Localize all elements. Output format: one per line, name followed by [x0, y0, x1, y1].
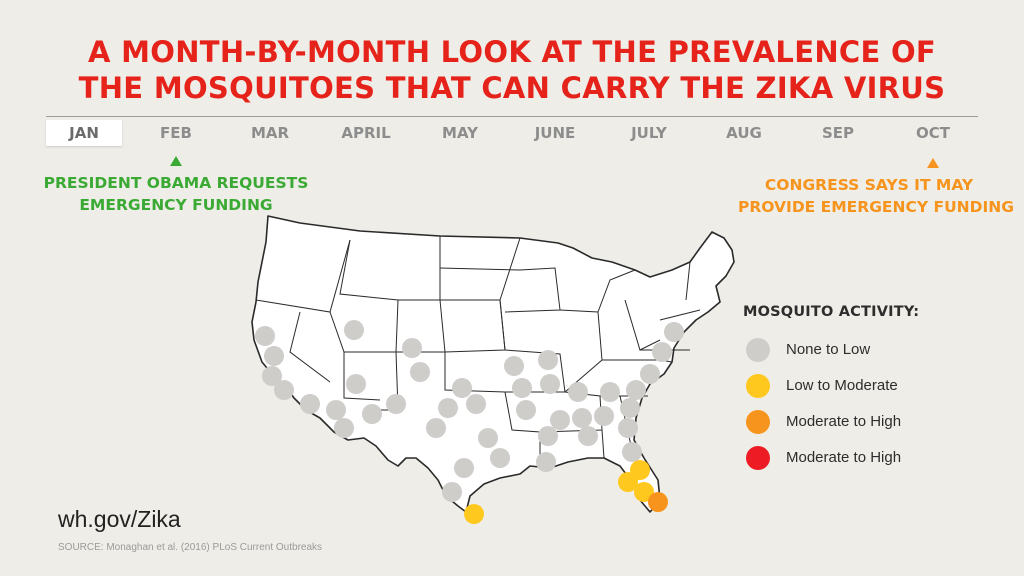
dot-none-low: [600, 382, 620, 402]
dot-none-low: [504, 356, 524, 376]
dot-none-low: [640, 364, 660, 384]
dot-none-low: [262, 366, 282, 386]
dot-none-low: [516, 400, 536, 420]
dot-none-low: [452, 378, 472, 398]
source-citation: SOURCE: Monaghan et al. (2016) PLoS Curr…: [58, 542, 323, 553]
month-tab-mar[interactable]: MAR: [250, 124, 290, 142]
title-line-1: A MONTH-BY-MONTH LOOK AT THE PREVALENCE …: [87, 35, 937, 69]
month-timeline: JAN FEB MAR APRIL MAY JUNE JULY AUG SEP …: [0, 120, 1024, 150]
dot-low-moderate: [464, 504, 484, 524]
month-tab-june[interactable]: JUNE: [534, 124, 576, 142]
month-tab-may[interactable]: MAY: [442, 124, 478, 142]
dot-none-low: [538, 350, 558, 370]
dot-low-moderate: [634, 482, 654, 502]
dot-none-low: [512, 378, 532, 398]
oct-event-note: CONGRESS SAYS IT MAY PROVIDE EMERGENCY F…: [738, 174, 1014, 218]
us-outline: [251, 215, 735, 513]
month-tab-april[interactable]: APRIL: [341, 124, 391, 142]
dot-none-low: [568, 382, 588, 402]
legend-label: Moderate to High: [786, 449, 902, 466]
legend-label: Low to Moderate: [786, 377, 898, 394]
dot-none-low: [410, 362, 430, 382]
dot-none-low: [426, 418, 446, 438]
dot-none-low: [652, 342, 672, 362]
oct-event-line-2: PROVIDE EMERGENCY FUNDING: [738, 198, 1014, 216]
dot-none-low: [454, 458, 474, 478]
feb-event-line-2: EMERGENCY FUNDING: [79, 196, 273, 214]
legend-title: MOSQUITO ACTIVITY:: [743, 304, 920, 320]
legend-dot-icon: [746, 338, 770, 362]
dot-none-low: [618, 418, 638, 438]
legend-label: None to Low: [786, 341, 871, 358]
dot-moderate-high: [648, 492, 668, 512]
dot-none-low: [620, 398, 640, 418]
title-divider: [46, 116, 978, 117]
dot-none-low: [578, 426, 598, 446]
feb-event-note: PRESIDENT OBAMA REQUESTS EMERGENCY FUNDI…: [20, 172, 332, 216]
month-tab-jan[interactable]: JAN: [46, 120, 122, 146]
dot-none-low: [536, 452, 556, 472]
month-tab-sep[interactable]: SEP: [821, 124, 855, 142]
month-tab-july[interactable]: JULY: [631, 124, 667, 142]
oct-event-line-1: CONGRESS SAYS IT MAY: [764, 176, 974, 194]
dot-low-moderate: [630, 460, 650, 480]
dot-none-low: [478, 428, 498, 448]
dot-none-low: [540, 374, 560, 394]
dot-none-low: [326, 400, 346, 420]
legend-dot-icon: [746, 446, 770, 470]
website-link[interactable]: wh.gov/Zika: [58, 506, 181, 532]
dot-none-low: [264, 346, 284, 366]
month-tab-feb[interactable]: FEB: [160, 124, 192, 142]
dot-none-low: [274, 380, 294, 400]
feb-event-line-1: PRESIDENT OBAMA REQUESTS: [43, 174, 309, 192]
dot-none-low: [622, 442, 642, 462]
dot-none-low: [386, 394, 406, 414]
dot-none-low: [490, 448, 510, 468]
dot-none-low: [346, 374, 366, 394]
mosquito-activity-dots: [255, 320, 684, 524]
dot-none-low: [402, 338, 422, 358]
title-line-2: THE MOSQUITOES THAT CAN CARRY THE ZIKA V…: [78, 71, 946, 105]
dot-none-low: [362, 404, 382, 424]
dot-none-low: [334, 418, 354, 438]
dot-none-low: [466, 394, 486, 414]
month-tab-aug[interactable]: AUG: [726, 124, 762, 142]
dot-none-low: [538, 426, 558, 446]
dot-none-low: [664, 322, 684, 342]
dot-none-low: [550, 410, 570, 430]
main-title: A MONTH-BY-MONTH LOOK AT THE PREVALENCE …: [0, 34, 1024, 106]
dot-none-low: [255, 326, 275, 346]
month-tab-oct[interactable]: OCT: [916, 124, 950, 142]
dot-none-low: [594, 406, 614, 426]
dot-none-low: [442, 482, 462, 502]
dot-none-low: [344, 320, 364, 340]
feb-event-marker-icon: [170, 156, 182, 166]
legend-label: Moderate to High: [786, 413, 902, 430]
oct-event-marker-icon: [927, 158, 939, 168]
dot-none-low: [572, 408, 592, 428]
dot-none-low: [300, 394, 320, 414]
dot-none-low: [626, 380, 646, 400]
legend-dot-icon: [746, 410, 770, 434]
dot-none-low: [438, 398, 458, 418]
legend-dot-icon: [746, 374, 770, 398]
